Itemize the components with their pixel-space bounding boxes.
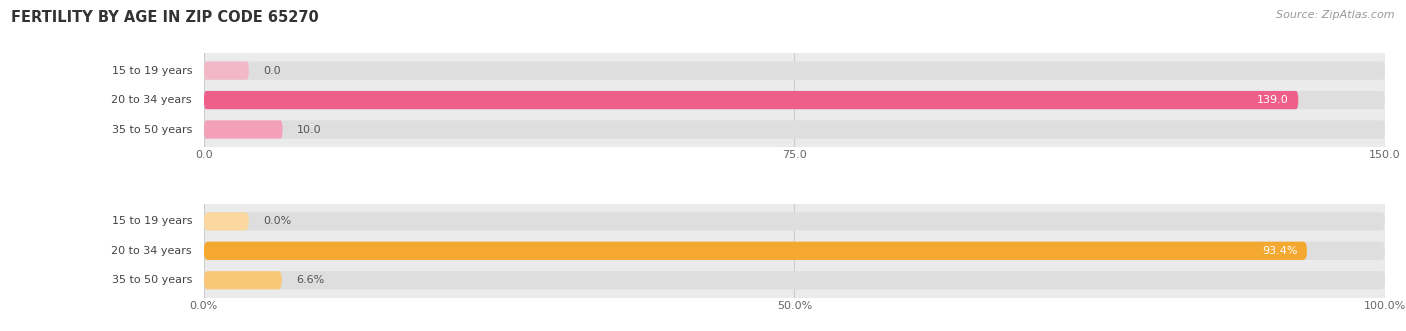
- FancyBboxPatch shape: [204, 271, 281, 289]
- FancyBboxPatch shape: [204, 91, 1298, 109]
- FancyBboxPatch shape: [204, 120, 283, 139]
- Text: 15 to 19 years: 15 to 19 years: [111, 66, 193, 75]
- FancyBboxPatch shape: [204, 62, 249, 80]
- Text: FERTILITY BY AGE IN ZIP CODE 65270: FERTILITY BY AGE IN ZIP CODE 65270: [11, 10, 319, 25]
- FancyBboxPatch shape: [204, 212, 249, 230]
- Text: 139.0: 139.0: [1257, 95, 1289, 105]
- Text: 93.4%: 93.4%: [1263, 246, 1298, 256]
- Text: 35 to 50 years: 35 to 50 years: [111, 275, 193, 285]
- FancyBboxPatch shape: [204, 120, 1385, 139]
- Text: 6.6%: 6.6%: [297, 275, 325, 285]
- FancyBboxPatch shape: [204, 62, 1385, 80]
- FancyBboxPatch shape: [204, 212, 1385, 230]
- Text: 20 to 34 years: 20 to 34 years: [111, 246, 193, 256]
- FancyBboxPatch shape: [204, 242, 1385, 260]
- Text: 35 to 50 years: 35 to 50 years: [111, 124, 193, 134]
- Text: Source: ZipAtlas.com: Source: ZipAtlas.com: [1277, 10, 1395, 20]
- Text: 20 to 34 years: 20 to 34 years: [111, 95, 193, 105]
- FancyBboxPatch shape: [204, 91, 1385, 109]
- FancyBboxPatch shape: [204, 271, 1385, 289]
- Text: 0.0%: 0.0%: [263, 216, 291, 226]
- Text: 15 to 19 years: 15 to 19 years: [111, 216, 193, 226]
- FancyBboxPatch shape: [204, 242, 1308, 260]
- Text: 0.0: 0.0: [263, 66, 281, 75]
- Text: 10.0: 10.0: [297, 124, 322, 134]
